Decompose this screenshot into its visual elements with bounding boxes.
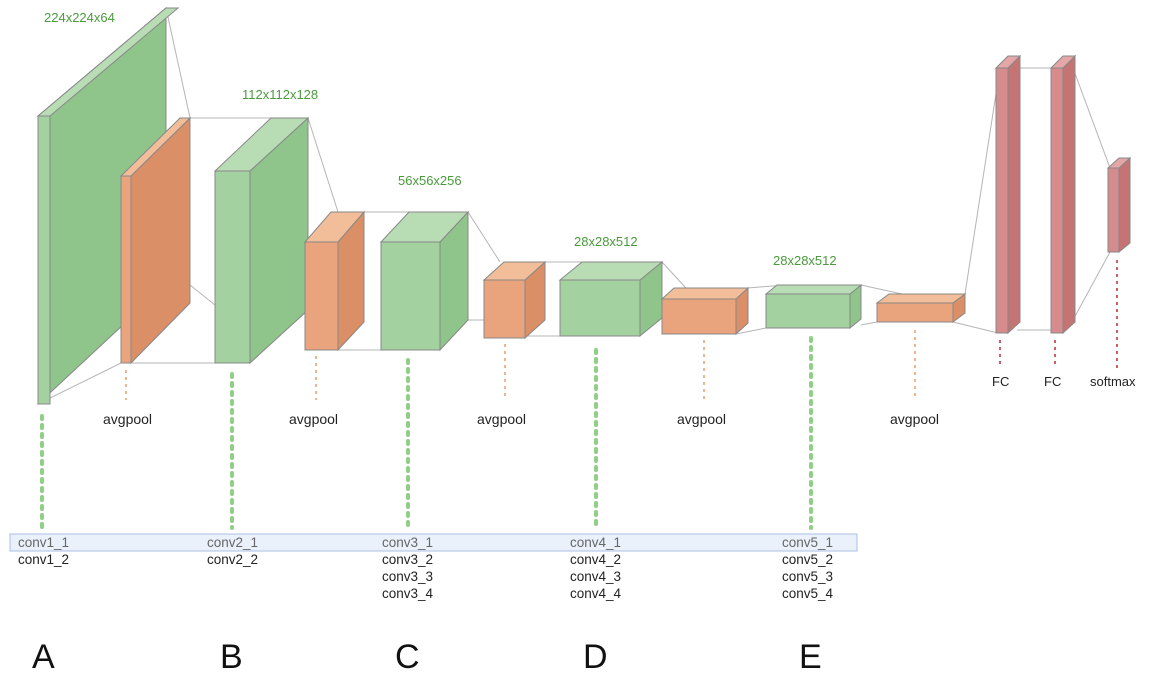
conv-group-a: conv1_1 conv1_2 bbox=[18, 535, 69, 567]
conv-group-d: conv4_1 conv4_2 conv4_3 conv4_4 bbox=[570, 535, 622, 601]
conv-group-b: conv2_1 conv2_2 bbox=[207, 535, 258, 567]
conv-layer-name: conv4_3 bbox=[570, 569, 621, 584]
conv-group-c: conv3_1 conv3_2 conv3_3 conv3_4 bbox=[382, 535, 434, 601]
conv3-block bbox=[379, 210, 470, 352]
fc-label-2: FC bbox=[1044, 374, 1061, 389]
pool2-block bbox=[303, 210, 366, 352]
dimension-label-conv4: 28x28x512 bbox=[574, 234, 638, 249]
pool5-block bbox=[875, 293, 967, 323]
conv5-block bbox=[764, 283, 863, 330]
conv-layer-name: conv5_3 bbox=[782, 569, 833, 584]
fc1-block bbox=[994, 54, 1022, 335]
conv4-block bbox=[558, 260, 664, 338]
dimension-label-conv2: 112x112x128 bbox=[242, 87, 318, 102]
dimension-label-conv3: 56x56x256 bbox=[398, 173, 462, 188]
conv-layer-name: conv4_2 bbox=[570, 552, 621, 567]
group-letter-d: D bbox=[583, 638, 608, 674]
conv-layer-name: conv3_1 bbox=[382, 535, 433, 550]
pool1-block bbox=[119, 116, 192, 365]
group-letter-a: A bbox=[32, 638, 55, 674]
avgpool-label-3: avgpool bbox=[477, 411, 526, 427]
conv-layer-name: conv2_2 bbox=[207, 552, 258, 567]
conv-layer-name: conv3_2 bbox=[382, 552, 433, 567]
avgpool-label-1: avgpool bbox=[103, 411, 152, 427]
leader-lines bbox=[40, 260, 1118, 530]
group-letter-c: C bbox=[395, 638, 420, 674]
block-connectors bbox=[37, 7, 1111, 405]
conv-layer-name: conv4_4 bbox=[570, 586, 622, 601]
first-layer-highlight-row bbox=[9, 533, 858, 552]
conv-layer-name: conv1_1 bbox=[18, 535, 69, 550]
conv-layer-name: conv3_4 bbox=[382, 586, 434, 601]
avgpool-label-4: avgpool bbox=[677, 411, 726, 427]
dimension-label-conv5: 28x28x512 bbox=[773, 253, 837, 268]
group-letter-e: E bbox=[799, 638, 822, 674]
fc-label-1: FC bbox=[992, 374, 1009, 389]
group-letter-b: B bbox=[220, 638, 243, 674]
conv-layer-name: conv2_1 bbox=[207, 535, 258, 550]
softmax-block bbox=[1106, 156, 1132, 254]
conv-layer-name: conv5_2 bbox=[782, 552, 833, 567]
conv-group-e: conv5_1 conv5_2 conv5_3 conv5_4 bbox=[782, 535, 834, 601]
conv-layer-name: conv3_3 bbox=[382, 569, 433, 584]
conv-layer-name: conv5_1 bbox=[782, 535, 833, 550]
conv2-block bbox=[213, 116, 310, 365]
conv-layer-name: conv4_1 bbox=[570, 535, 621, 550]
pool4-block bbox=[660, 286, 750, 336]
pool3-block bbox=[482, 260, 547, 340]
dimension-label-conv1: 224x224x64 bbox=[44, 10, 115, 25]
conv-layer-name: conv1_2 bbox=[18, 552, 69, 567]
avgpool-label-2: avgpool bbox=[289, 411, 338, 427]
softmax-label: softmax bbox=[1090, 374, 1136, 389]
conv-layer-name: conv5_4 bbox=[782, 586, 834, 601]
fc2-block bbox=[1049, 54, 1077, 335]
avgpool-label-5: avgpool bbox=[890, 411, 939, 427]
